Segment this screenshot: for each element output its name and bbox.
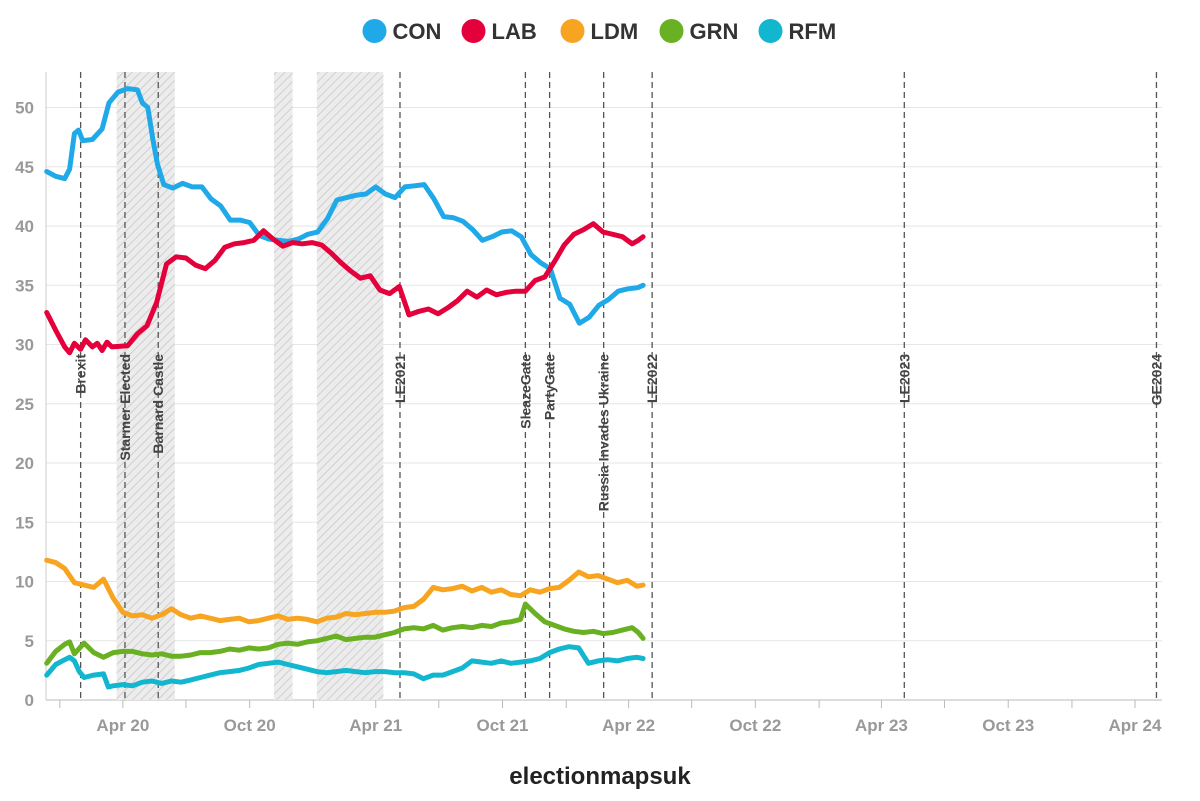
y-tick-label: 50	[15, 99, 34, 118]
series-line-rfm	[44, 644, 646, 690]
event-label-ge2024: GE2024	[1148, 354, 1164, 406]
y-tick-label: 20	[15, 454, 34, 473]
event-label-le2023: LE2023	[896, 354, 912, 403]
shaded-period	[116, 72, 175, 700]
x-tick-label: Oct 21	[477, 716, 529, 735]
shaded-period	[273, 72, 293, 700]
legend-marker-ldm	[560, 19, 585, 43]
x-tick-label: Apr 20	[96, 716, 149, 735]
shaded-period	[316, 72, 384, 700]
x-tick-label: Oct 20	[224, 716, 276, 735]
legend-marker-con	[362, 19, 387, 43]
shaded-periods	[116, 72, 384, 700]
x-tick-label: Oct 23	[982, 716, 1034, 735]
x-tick-label: Oct 22	[729, 716, 781, 735]
y-tick-label: 35	[15, 276, 34, 295]
series-lines	[44, 86, 646, 690]
legend-label-ldm: LDM	[591, 19, 639, 44]
event-label-le2022: LE2022	[644, 354, 660, 403]
event-label-le2021: LE2021	[392, 354, 408, 403]
series-line-ldm	[44, 557, 646, 625]
y-tick-label: 15	[15, 513, 34, 532]
series-line-grn	[44, 601, 646, 666]
x-tick-label: Apr 21	[349, 716, 402, 735]
legend: CON LAB LDM GRN RFM	[362, 19, 837, 44]
event-markers: Brexit Starmer Elected Barnard Castle LE202…	[73, 72, 1164, 700]
x-tick-label: Apr 23	[855, 716, 908, 735]
series-line-lab	[44, 221, 646, 356]
event-label-starmer-elected: Starmer Elected	[117, 354, 133, 461]
y-tick-label: 30	[15, 336, 34, 355]
legend-marker-rfm	[758, 19, 783, 43]
y-tick-label: 40	[15, 217, 34, 236]
legend-label-con: CON	[393, 19, 442, 44]
event-label-barnard-castle: Barnard Castle	[150, 354, 166, 454]
series-line-con	[44, 86, 646, 326]
legend-label-lab: LAB	[492, 19, 537, 44]
axes: 0 5 10 15 20 25 30 35 40 45 50 Apr 20 Oct 20 Apr 21 Oc…	[15, 72, 1162, 735]
y-tick-label: 5	[25, 632, 34, 651]
event-label-partygate: PartyGate	[542, 354, 558, 420]
y-tick-label: 0	[25, 691, 34, 710]
footer-credit: electionmapsuk	[509, 763, 691, 790]
event-label-brexit: Brexit	[73, 354, 89, 394]
legend-label-grn: GRN	[690, 19, 739, 44]
y-tick-label: 25	[15, 395, 34, 414]
event-label-sleazegate: SleazeGate	[517, 354, 533, 429]
y-tick-label: 10	[15, 573, 34, 592]
x-tick-label: Apr 22	[602, 716, 655, 735]
legend-marker-grn	[659, 19, 684, 43]
x-tick-label: Apr 24	[1109, 716, 1162, 735]
legend-label-rfm: RFM	[789, 19, 837, 44]
event-label-russia-invades-ukraine: Russia Invades Ukraine	[596, 354, 612, 511]
legend-marker-lab	[461, 19, 486, 43]
y-tick-label: 45	[15, 158, 34, 177]
